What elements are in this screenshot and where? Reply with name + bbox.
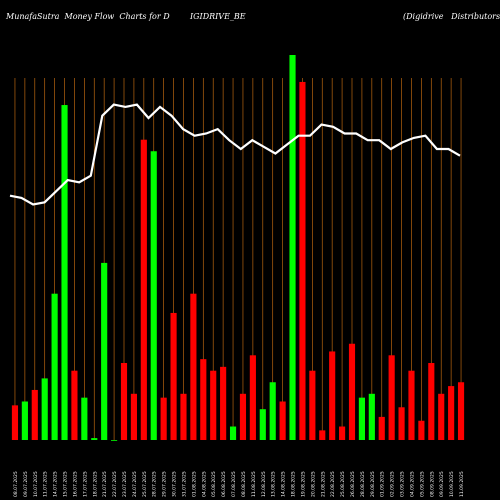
x-tick-label: 14.08.2025 [281, 471, 287, 497]
x-tick-label: 23.07.2025 [122, 471, 128, 497]
bar [358, 397, 365, 440]
x-tick-label: 08.09.2025 [429, 471, 435, 497]
x-tick-label: 15.07.2025 [63, 471, 69, 497]
bar [21, 401, 28, 440]
bar [200, 359, 207, 440]
x-tick-label: 29.07.2025 [162, 471, 168, 497]
x-tick-label: 20.08.2025 [310, 471, 316, 497]
x-tick-label: 03.09.2025 [400, 471, 406, 497]
title-text-symbol: IGIDRIVE_BE [190, 12, 246, 21]
bar [259, 409, 266, 440]
x-tick-label: 29.08.2025 [370, 471, 376, 497]
bar [229, 426, 237, 440]
x-tick-label: 28.07.2025 [152, 471, 158, 497]
x-tick-label: 25.08.2025 [340, 471, 346, 497]
bar [457, 382, 465, 440]
bar [11, 405, 19, 440]
bar [140, 139, 147, 440]
x-tick-label: 02.09.2025 [390, 471, 396, 497]
bar [438, 393, 445, 440]
bar [269, 382, 276, 440]
x-tick-label: 26.08.2025 [350, 471, 356, 497]
x-tick-label: 11.09.2025 [459, 471, 465, 497]
bar [448, 386, 455, 440]
bar [170, 312, 177, 440]
bar [279, 401, 286, 440]
x-tick-label: 13.08.2025 [271, 471, 277, 497]
x-tick-label: 10.09.2025 [449, 471, 455, 497]
bar [71, 370, 78, 440]
bar [51, 293, 58, 440]
x-tick-label: 18.07.2025 [92, 471, 98, 497]
x-tick-label: 21.07.2025 [102, 471, 108, 497]
x-tick-label: 10.07.2025 [33, 471, 39, 497]
bar [378, 416, 385, 440]
x-tick-label: 21.08.2025 [320, 471, 326, 497]
bar [368, 393, 375, 440]
bar [101, 262, 108, 440]
x-tick-label: 08.08.2025 [241, 471, 247, 497]
bar [388, 355, 395, 440]
x-tick-label: 22.07.2025 [112, 471, 118, 497]
bar [61, 105, 68, 441]
bar [41, 378, 48, 440]
title-text-left: MunafaSutra Money Flow Charts for D [6, 12, 170, 21]
flow-bars [11, 55, 465, 441]
x-tick-label: 22.08.2025 [330, 471, 336, 497]
x-tick-label: 09.09.2025 [439, 471, 445, 497]
bar [289, 55, 296, 440]
bar [428, 363, 435, 440]
x-tick-label: 25.07.2025 [142, 471, 148, 497]
x-tick-label: 30.07.2025 [172, 471, 178, 497]
x-tick-label: 16.07.2025 [72, 471, 78, 497]
x-tick-label: 17.07.2025 [82, 471, 88, 497]
x-tick-label: 19.08.2025 [300, 471, 306, 497]
x-tick-label: 12.08.2025 [261, 471, 267, 497]
x-tick-label: 28.08.2025 [360, 471, 366, 497]
bar [130, 393, 137, 440]
bar [120, 363, 128, 440]
bar [210, 370, 217, 440]
x-tick-label: 04.08.2025 [201, 471, 207, 497]
bar [31, 389, 38, 440]
bar [348, 343, 356, 440]
x-tick-label: 09.07.2025 [23, 471, 29, 497]
bar [309, 370, 316, 440]
bar [180, 393, 187, 440]
x-tick-label: 18.08.2025 [291, 471, 297, 497]
bar [111, 440, 118, 441]
bar [339, 426, 346, 440]
bar [408, 370, 415, 440]
x-tick-labels: 08.07.2025 09.07.2025 10.07.2025 11.07.2025… [13, 471, 465, 497]
bar [249, 355, 256, 440]
x-tick-label: 05.08.2025 [211, 471, 217, 497]
x-tick-label: 04.09.2025 [409, 471, 415, 497]
x-tick-label: 24.07.2025 [132, 471, 138, 497]
bar [91, 438, 98, 440]
bar [299, 81, 306, 440]
bar [150, 151, 157, 440]
x-tick-label: 14.07.2025 [53, 471, 59, 497]
x-tick-label: 11.07.2025 [43, 471, 49, 497]
bar [190, 293, 197, 440]
bar [81, 397, 88, 440]
title-text-company: (Digidrive Distributors L) M [403, 12, 500, 21]
bar [329, 351, 336, 440]
bar [418, 420, 425, 440]
x-tick-label: 11.08.2025 [251, 471, 257, 497]
x-tick-label: 07.08.2025 [231, 471, 237, 497]
bar [160, 397, 167, 440]
money-flow-line [9, 103, 461, 206]
x-tick-label: 31.07.2025 [181, 471, 187, 497]
bar [239, 393, 247, 440]
x-tick-label: 06.08.2025 [221, 471, 227, 497]
bar [319, 430, 326, 440]
x-tick-label: 05.09.2025 [419, 471, 425, 497]
x-tick-label: 01.09.2025 [380, 471, 386, 497]
bar [220, 366, 227, 440]
x-tick-label: 08.07.2025 [13, 471, 19, 497]
x-tick-label: 01.08.2025 [191, 471, 197, 497]
bar [398, 407, 405, 440]
